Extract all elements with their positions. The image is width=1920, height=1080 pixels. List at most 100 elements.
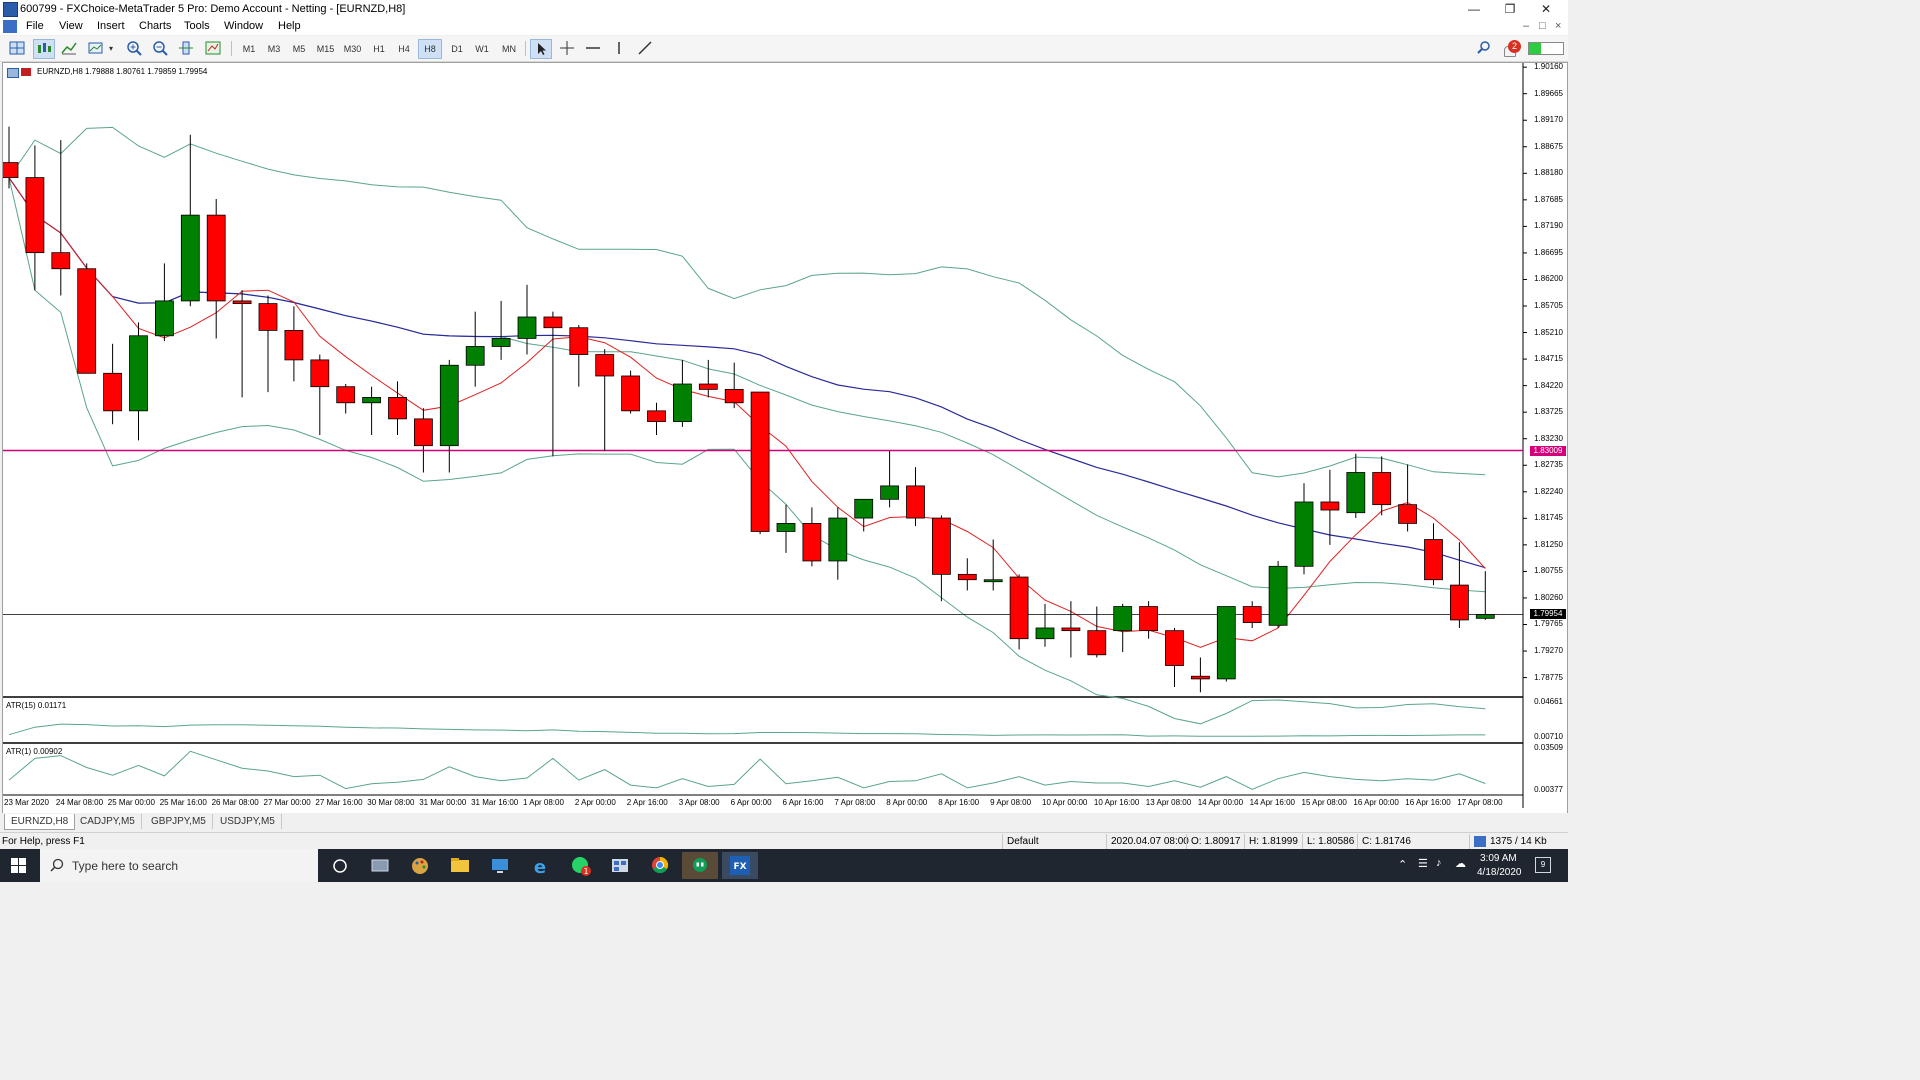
tile-windows-icon[interactable] (176, 39, 196, 57)
child-minimize-icon[interactable]: – (1523, 20, 1530, 32)
tf-m15[interactable]: M15 (316, 44, 335, 54)
candle-body (413, 418, 433, 447)
profile-name[interactable]: Default (1007, 836, 1039, 847)
indicators-dropdown-icon[interactable]: ▾ (108, 44, 113, 53)
zoom-out-icon[interactable] (150, 39, 170, 57)
wifi-icon[interactable]: ☰ (1418, 858, 1428, 870)
candle-body (1191, 675, 1210, 680)
tf-m5[interactable]: M5 (292, 44, 306, 54)
vertical-line-icon[interactable] (609, 39, 629, 57)
cursor-icon[interactable] (530, 39, 552, 59)
candle-body (232, 300, 252, 304)
status-bar: For Help, press F1 Default 2020.04.07 08… (0, 832, 1568, 850)
tf-h1[interactable]: H1 (373, 44, 385, 54)
tray-expand-icon[interactable]: ⌃ (1398, 859, 1408, 871)
candles-icon[interactable] (33, 39, 55, 59)
menu-window[interactable]: Window (224, 20, 264, 32)
fxchoice-icon: FX (730, 856, 750, 875)
crosshair-icon[interactable] (557, 39, 577, 57)
clock-time[interactable]: 3:09 AM (1480, 853, 1517, 864)
candle-body (802, 523, 822, 562)
candle-body (284, 330, 304, 361)
close-icon[interactable]: ✕ (1540, 2, 1552, 16)
chart-tabs: EURNZD,H8 CADJPY,M5 GBPJPY,M5 USDJPY,M5 (0, 813, 1568, 831)
paint-app-icon[interactable] (402, 852, 438, 879)
price-chart[interactable] (3, 63, 1567, 813)
current-price-tag: 1.79954 (1530, 609, 1566, 620)
chrome-icon[interactable] (642, 852, 678, 879)
tf-m3[interactable]: M3 (267, 44, 281, 54)
atr1-line (8, 750, 1486, 790)
candle-body (1087, 630, 1107, 656)
volume-icon[interactable]: ♪ (1436, 857, 1442, 869)
menu-file[interactable]: File (26, 20, 44, 32)
tf-h4[interactable]: H4 (398, 44, 410, 54)
line-chart-icon[interactable] (59, 39, 79, 57)
app-icon (3, 2, 18, 17)
internet-explorer-icon[interactable]: e (522, 852, 558, 879)
child-close-icon[interactable]: × (1555, 20, 1562, 32)
tf-m1[interactable]: M1 (242, 44, 256, 54)
price-tick-label: 1.90160 (1534, 62, 1563, 72)
fast-moving-average (8, 177, 1486, 648)
menu-view[interactable]: View (59, 20, 83, 32)
horizontal-line-icon[interactable] (583, 39, 603, 57)
tf-w1[interactable]: W1 (475, 44, 489, 54)
hline-price-tag: 1.83009 (1530, 445, 1566, 456)
new-chart-icon[interactable] (7, 39, 27, 57)
candle-body (983, 579, 1003, 583)
tf-h8[interactable]: H8 (418, 39, 442, 59)
task-view-icon[interactable] (362, 852, 398, 879)
atr15-axis-top: 0.04661 (1534, 697, 1563, 706)
candle-body (1424, 539, 1443, 581)
candle-body (906, 485, 925, 519)
tab-usdjpy-m5[interactable]: USDJPY,M5 (214, 814, 282, 829)
candle-body (206, 214, 226, 302)
tab-eurnzd-h8[interactable]: EURNZD,H8 (4, 814, 76, 830)
price-axis: 1.90160 1.89665 1.89170 1.88675 1.88180 1.876… (1523, 62, 1567, 803)
taskbar-search[interactable]: Type here to search (40, 849, 318, 882)
network-app-icon[interactable] (602, 852, 638, 879)
restore-icon[interactable]: ❐ (1504, 2, 1516, 16)
tab-gbpjpy-m5[interactable]: GBPJPY,M5 (145, 814, 213, 829)
menu-help[interactable]: Help (278, 20, 301, 32)
search-icon[interactable] (1474, 39, 1494, 57)
notifications-icon[interactable]: 2 (1500, 40, 1522, 58)
menu-bar: File View Insert Charts Tools Window Hel… (0, 18, 1568, 35)
trend-line-icon[interactable] (635, 39, 655, 57)
menu-tools[interactable]: Tools (184, 20, 210, 32)
file-explorer-icon[interactable] (442, 852, 478, 879)
candle-body (1372, 472, 1392, 506)
tf-mn[interactable]: MN (502, 44, 516, 54)
price-tick-label: 1.85210 (1534, 327, 1563, 337)
child-restore-icon[interactable]: □ (1539, 20, 1546, 32)
candle-body (439, 364, 459, 447)
price-tick-label: 1.86695 (1534, 247, 1563, 257)
indicators-icon[interactable] (86, 39, 106, 57)
hangouts-app-tile[interactable] (682, 852, 718, 879)
zoom-in-icon[interactable] (124, 39, 144, 57)
windows-start-icon[interactable] (11, 858, 26, 873)
fxchoice-app-tile[interactable]: FX (722, 852, 758, 879)
onedrive-icon[interactable]: ☁ (1455, 858, 1466, 870)
menu-insert[interactable]: Insert (97, 20, 125, 32)
chart-window[interactable]: EURNZD,H8 1.79888 1.80761 1.79859 1.7995… (2, 62, 1568, 814)
chart-doc-icon[interactable] (3, 20, 17, 33)
cortana-icon[interactable] (322, 852, 358, 879)
templates-icon[interactable] (203, 39, 223, 57)
clock-date[interactable]: 4/18/2020 (1477, 867, 1522, 878)
slow-moving-average (8, 177, 1486, 569)
search-placeholder: Type here to search (72, 859, 179, 873)
candle-body (1242, 606, 1262, 624)
whatsapp-icon[interactable]: 1 (562, 852, 598, 879)
minimize-icon[interactable]: — (1468, 2, 1480, 16)
tab-cadjpy-m5[interactable]: CADJPY,M5 (74, 814, 142, 829)
cursor-time: 2020.04.07 08:00 (1111, 836, 1189, 847)
remote-desktop-icon[interactable] (482, 852, 518, 879)
tf-d1[interactable]: D1 (451, 44, 463, 54)
action-center-icon[interactable]: 9 (1535, 857, 1551, 873)
menu-charts[interactable]: Charts (139, 20, 172, 32)
tf-m30[interactable]: M30 (343, 44, 362, 54)
candle-body (1450, 584, 1469, 621)
candle-body (25, 177, 45, 254)
